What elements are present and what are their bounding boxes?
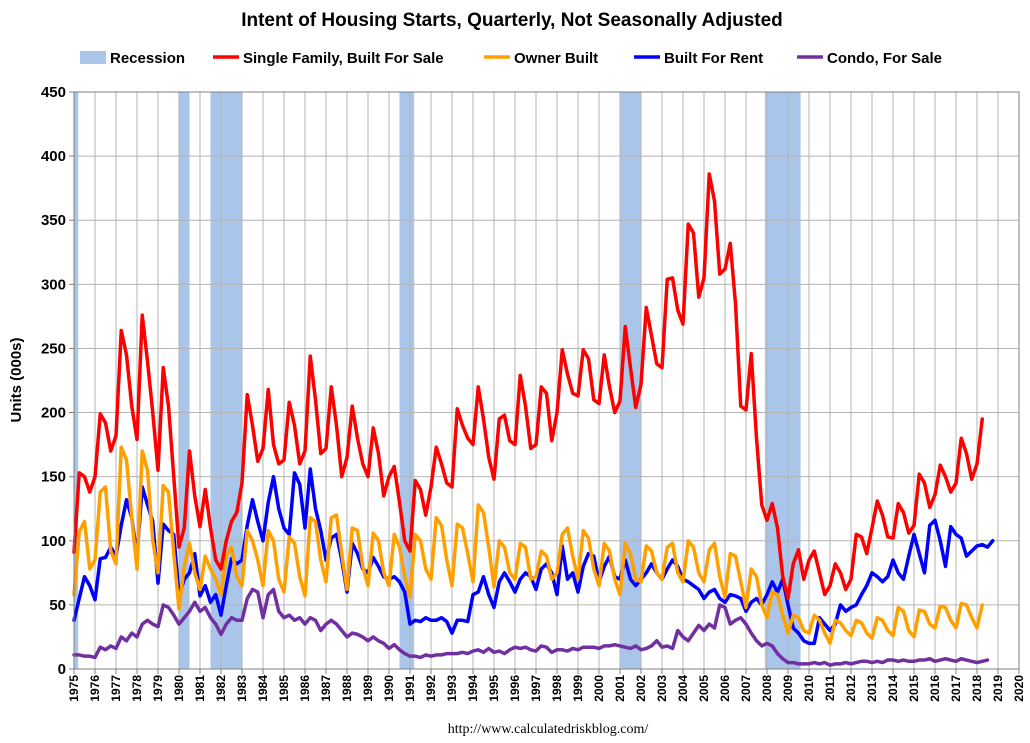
x-tick-label-2006: 2006 xyxy=(718,675,732,702)
y-tick-label-200: 200 xyxy=(41,405,66,422)
x-tick-label-2008: 2008 xyxy=(760,675,774,702)
x-tick-label-1979: 1979 xyxy=(151,675,165,702)
legend: Recession Single Family, Built For Sale … xyxy=(80,50,942,67)
x-tick-label-2000: 2000 xyxy=(592,675,606,702)
y-tick-label-350: 350 xyxy=(41,212,66,229)
recession-band-1 xyxy=(179,92,190,669)
x-tick-label-1975: 1975 xyxy=(67,675,81,702)
legend-label-built-for-rent: Built For Rent xyxy=(664,50,763,67)
y-tick-label-100: 100 xyxy=(41,533,66,550)
y-tick-label-150: 150 xyxy=(41,469,66,486)
y-tick-label-400: 400 xyxy=(41,148,66,165)
x-tick-label-1976: 1976 xyxy=(88,675,102,702)
y-tick-label-450: 450 xyxy=(41,84,66,101)
x-tick-label-2018: 2018 xyxy=(970,675,984,702)
x-tick-label-1985: 1985 xyxy=(277,675,291,702)
x-axis-ticks: 1975 1976 1977 1978 1979 1980 1981 1982 1983 1984… xyxy=(67,669,1026,702)
x-tick-label-2020: 2020 xyxy=(1012,675,1026,702)
x-tick-label-2001: 2001 xyxy=(613,675,627,702)
x-tick-label-1991: 1991 xyxy=(403,675,417,702)
x-tick-label-1977: 1977 xyxy=(109,675,123,702)
x-tick-label-1993: 1993 xyxy=(445,675,459,702)
legend-label-owner-built: Owner Built xyxy=(514,50,598,67)
x-tick-label-1984: 1984 xyxy=(256,675,270,702)
x-tick-label-2009: 2009 xyxy=(781,675,795,702)
x-tick-label-1992: 1992 xyxy=(424,675,438,702)
legend-label-recession: Recession xyxy=(110,50,185,67)
x-tick-label-1999: 1999 xyxy=(571,675,585,702)
chart-title: Intent of Housing Starts, Quarterly, Not… xyxy=(241,10,783,31)
legend-label-single-family: Single Family, Built For Sale xyxy=(243,50,444,67)
legend-swatch-recession xyxy=(80,51,106,64)
x-tick-label-2016: 2016 xyxy=(928,675,942,702)
x-tick-label-2017: 2017 xyxy=(949,675,963,702)
x-tick-label-2003: 2003 xyxy=(655,675,669,702)
x-tick-label-1996: 1996 xyxy=(508,675,522,702)
x-tick-label-1997: 1997 xyxy=(529,675,543,702)
y-tick-label-250: 250 xyxy=(41,340,66,357)
series-line-condo-for-sale xyxy=(72,587,990,667)
series-line-single-family-built-for-sale xyxy=(72,172,984,601)
series-line-owner-built xyxy=(72,445,984,646)
x-tick-label-1981: 1981 xyxy=(193,675,207,702)
x-tick-label-2015: 2015 xyxy=(907,675,921,702)
x-tick-label-1986: 1986 xyxy=(298,675,312,702)
x-tick-label-1980: 1980 xyxy=(172,675,186,702)
source-url: http://www.calculatedriskblog.com/ xyxy=(448,722,649,737)
x-tick-label-1987: 1987 xyxy=(319,675,333,702)
plot-area-border xyxy=(73,91,1020,670)
x-tick-label-1994: 1994 xyxy=(466,675,480,702)
series-lines xyxy=(72,172,995,667)
legend-label-condo: Condo, For Sale xyxy=(827,50,942,67)
x-tick-label-2019: 2019 xyxy=(991,675,1005,702)
y-tick-label-0: 0 xyxy=(58,661,66,678)
x-tick-label-1978: 1978 xyxy=(130,675,144,702)
recession-band-0 xyxy=(74,92,79,669)
x-tick-label-2014: 2014 xyxy=(886,675,900,702)
y-axis-label: Units (000s) xyxy=(8,337,25,422)
x-tick-label-2002: 2002 xyxy=(634,675,648,702)
x-tick-label-1989: 1989 xyxy=(361,675,375,702)
series-line-built-for-rent xyxy=(72,467,995,646)
x-tick-label-2004: 2004 xyxy=(676,675,690,702)
x-tick-label-2013: 2013 xyxy=(865,675,879,702)
x-tick-label-1982: 1982 xyxy=(214,675,228,702)
x-tick-label-1998: 1998 xyxy=(550,675,564,702)
x-tick-label-2010: 2010 xyxy=(802,675,816,702)
y-tick-label-300: 300 xyxy=(41,276,66,293)
x-tick-label-2011: 2011 xyxy=(823,675,837,701)
x-tick-label-2012: 2012 xyxy=(844,675,858,702)
x-tick-label-1988: 1988 xyxy=(340,675,354,702)
x-tick-label-2005: 2005 xyxy=(697,675,711,702)
x-tick-label-1983: 1983 xyxy=(235,675,249,702)
x-tick-label-2007: 2007 xyxy=(739,675,753,702)
y-tick-label-50: 50 xyxy=(49,597,66,614)
y-axis-ticks: 0 50 100 150 200 250 300 350 400 450 xyxy=(41,84,74,678)
x-tick-label-1995: 1995 xyxy=(487,675,501,702)
x-tick-label-1990: 1990 xyxy=(382,675,396,702)
